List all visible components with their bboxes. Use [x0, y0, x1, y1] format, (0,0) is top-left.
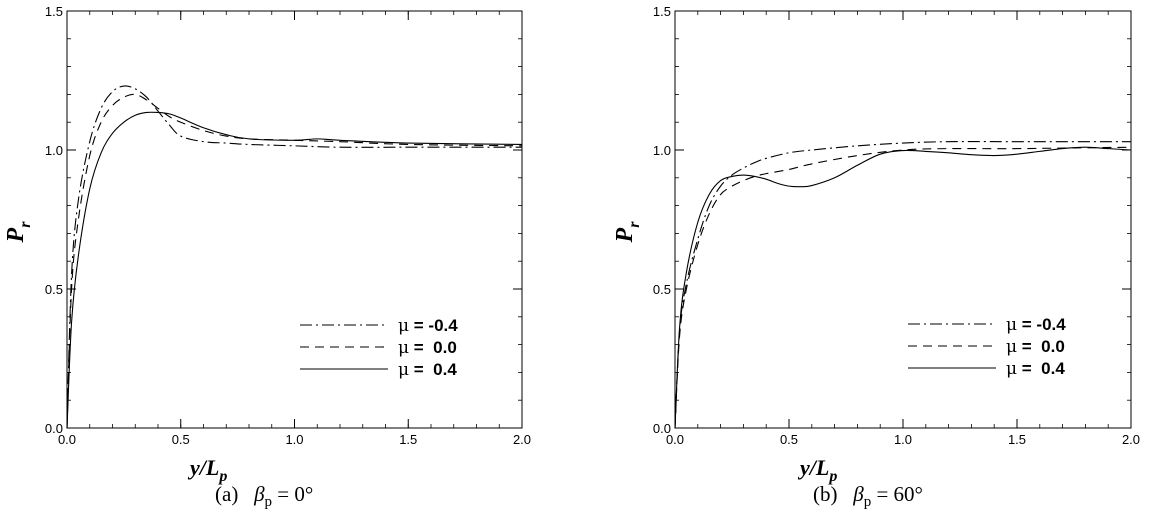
- y-tick-label: 0.0: [45, 421, 63, 436]
- x-tick-label: 1.0: [894, 432, 912, 447]
- y-axis-label: Pr: [3, 221, 34, 244]
- legend-value: = -0.4: [1017, 315, 1066, 334]
- x-axis-label-main: y/L: [797, 455, 829, 480]
- legend-entry: μ = 0.4: [1006, 359, 1065, 379]
- legend-symbol: μ: [1006, 315, 1017, 335]
- x-axis-label: y/Lp: [797, 455, 837, 485]
- legend-symbol: μ: [398, 360, 409, 380]
- y-tick-label: 1.5: [653, 4, 671, 19]
- legend: μ = -0.4μ = 0.0μ = 0.4: [908, 315, 1066, 379]
- x-axis-label-main: y/L: [187, 455, 219, 480]
- series-line-solid: [674, 146, 1132, 429]
- y-tick-label: 0.5: [45, 282, 63, 297]
- y-tick-label: 1.0: [45, 143, 63, 158]
- y-tick-label: 1.5: [45, 4, 63, 19]
- x-tick-label: 0.0: [58, 432, 76, 447]
- legend-entry: μ = -0.4: [1006, 315, 1066, 335]
- y-axis-label-main: P: [3, 227, 29, 243]
- caption-tag: (b): [813, 482, 853, 506]
- caption-symbol: β: [852, 482, 864, 506]
- x-tick-label: 2.0: [513, 432, 531, 447]
- y-tick-label: 0.0: [653, 421, 671, 436]
- legend-value: = -0.4: [409, 316, 458, 335]
- legend-value: = 0.4: [409, 360, 457, 379]
- x-tick-label: 1.0: [285, 432, 303, 447]
- y-tick-label: 0.5: [653, 282, 671, 297]
- x-tick-label: 0.5: [780, 432, 798, 447]
- legend-entry: μ = 0.0: [1006, 337, 1065, 357]
- panel-caption: (b) βp = 60°: [813, 482, 923, 510]
- legend-symbol: μ: [398, 316, 409, 336]
- y-tick-label: 1.0: [653, 143, 671, 158]
- x-axis-label-sub: p: [827, 468, 837, 485]
- x-tick-label: 2.0: [1122, 432, 1140, 447]
- series-line-dashed: [674, 146, 1132, 429]
- legend-symbol: μ: [1006, 337, 1017, 357]
- caption-tag: (a): [215, 482, 254, 506]
- legend: μ = -0.4μ = 0.0μ = 0.4: [300, 316, 458, 380]
- series-line-dashdot: [66, 85, 522, 429]
- legend-entry: μ = 0.0: [398, 338, 457, 358]
- caption-symbol: β: [253, 482, 265, 506]
- x-tick-label: 0.0: [666, 432, 684, 447]
- y-axis-label-sub: r: [626, 221, 643, 228]
- series-line-dashdot: [674, 141, 1131, 429]
- caption-value: = 60°: [871, 482, 923, 506]
- caption-sub: p: [265, 494, 273, 510]
- x-tick-label: 1.5: [399, 432, 417, 447]
- legend-symbol: μ: [398, 338, 409, 358]
- x-tick-label: 1.5: [1008, 432, 1026, 447]
- panel-caption: (a) βp = 0°: [215, 482, 313, 510]
- caption-sub: p: [864, 494, 872, 510]
- caption-value: = 0°: [272, 482, 313, 506]
- legend-entry: μ = -0.4: [398, 316, 458, 336]
- x-axis-label: y/Lp: [187, 455, 227, 485]
- chart-panel-b: 0.0 0.5 1.0 1.5 2.00.00.51.01.5μ = -0.4μ = 0…: [612, 4, 1140, 510]
- y-axis-label: Pr: [612, 221, 643, 244]
- legend-entry: μ = 0.4: [398, 360, 457, 380]
- chart-panel-a: 0.0 0.5 1.0 1.5 2.00.00.51.01.5μ = -0.4μ = 0…: [3, 4, 531, 510]
- legend-symbol: μ: [1006, 359, 1017, 379]
- legend-value: = 0.0: [409, 338, 457, 357]
- y-axis-label-main: P: [612, 227, 638, 243]
- legend-value: = 0.4: [1017, 359, 1065, 378]
- series-line-solid: [66, 111, 523, 429]
- x-axis-label-sub: p: [217, 468, 227, 485]
- legend-value: = 0.0: [1017, 337, 1065, 356]
- x-tick-label: 0.5: [172, 432, 190, 447]
- y-axis-label-sub: r: [17, 221, 34, 228]
